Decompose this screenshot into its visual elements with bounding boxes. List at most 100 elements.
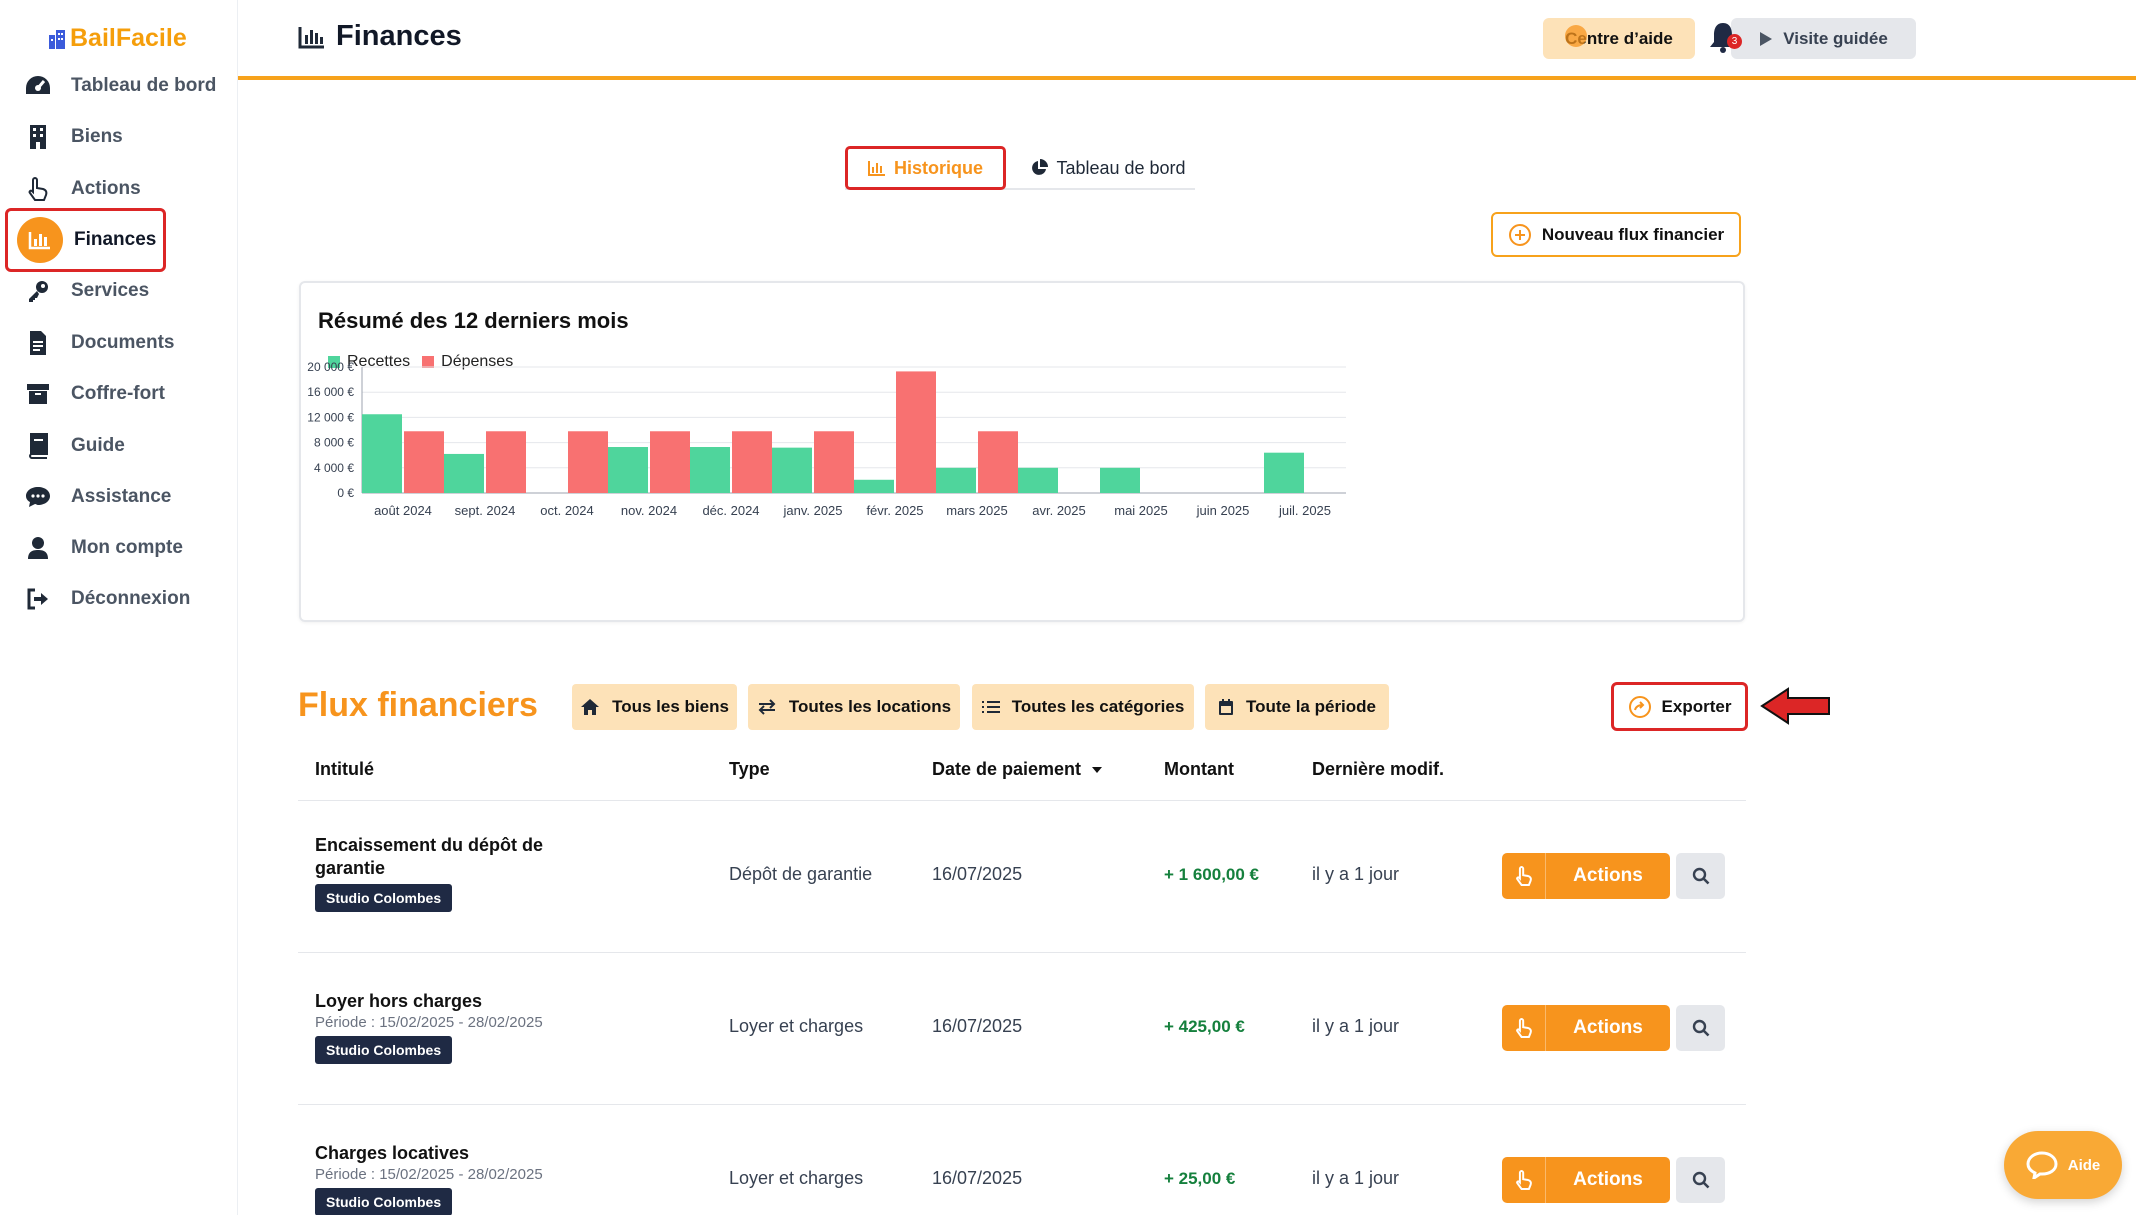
play-icon xyxy=(1760,31,1773,46)
help-chat-button[interactable]: Aide xyxy=(2004,1131,2122,1199)
filter-rentals-label: Toutes les locations xyxy=(788,697,952,716)
app-logo[interactable]: BailFacile xyxy=(48,24,187,53)
y-tick-label: 20 000 € xyxy=(307,360,354,374)
filter-rentals[interactable]: Toutes les locations xyxy=(748,684,960,730)
view-details-button[interactable] xyxy=(1676,1005,1725,1051)
tour-cursor-dot xyxy=(1565,25,1587,47)
x-tick-label: oct. 2024 xyxy=(540,503,594,518)
bar-recettes[interactable] xyxy=(1018,467,1058,493)
bar-depenses[interactable] xyxy=(568,431,608,493)
new-financial-flow-button[interactable]: Nouveau flux financier xyxy=(1491,212,1741,257)
actions-button-label: Actions xyxy=(1573,1017,1643,1038)
building-logo-icon xyxy=(49,29,65,49)
filter-categories[interactable]: Toutes les catégories xyxy=(972,684,1194,730)
actions-button[interactable]: Actions xyxy=(1502,1157,1670,1203)
row-title: Loyer hors charges xyxy=(315,991,483,1011)
x-tick-label: sept. 2024 xyxy=(455,503,516,518)
sidebar-item-label: Finances xyxy=(74,229,157,250)
bar-recettes[interactable] xyxy=(690,447,730,493)
summary-chart-card: Résumé des 12 derniers mois Recettes Dép… xyxy=(299,281,1745,622)
sidebar-item-documents[interactable]: Documents xyxy=(5,311,174,375)
x-tick-label: mars 2025 xyxy=(946,503,1007,518)
bar-recettes[interactable] xyxy=(772,447,812,493)
sidebar-item-label: Services xyxy=(71,280,150,301)
legend-swatch-recettes xyxy=(328,356,340,368)
sidebar-item-label: Mon compte xyxy=(71,537,183,558)
filter-properties[interactable]: Tous les biens xyxy=(572,684,737,730)
search-icon xyxy=(1692,867,1709,885)
view-details-button[interactable] xyxy=(1676,853,1725,899)
swap-arrows-icon xyxy=(758,699,776,715)
plus-circle-icon xyxy=(1508,223,1531,246)
sidebar-item-finances[interactable]: Finances xyxy=(5,208,166,272)
bar-depenses[interactable] xyxy=(896,371,936,493)
sidebar: BailFacile Tableau de bord Biens Actions Fi… xyxy=(0,0,238,1215)
bar-depenses[interactable] xyxy=(486,431,526,493)
row-title: Encaissement du dépôt de garantie xyxy=(315,835,544,878)
y-tick-label: 8 000 € xyxy=(314,436,354,450)
sidebar-item-actions[interactable]: Actions xyxy=(5,157,166,221)
actions-button[interactable]: Actions xyxy=(1502,1005,1670,1051)
x-tick-label: juil. 2025 xyxy=(1278,503,1331,518)
tab-tableau-de-bord[interactable]: Tableau de bord xyxy=(1021,146,1195,190)
view-tabs: Historique Tableau de bord xyxy=(845,146,1195,190)
chart-legend: Recettes Dépenses xyxy=(328,353,513,371)
sidebar-item-services[interactable]: Services xyxy=(5,259,166,323)
legend-swatch-depenses xyxy=(422,356,435,368)
bar-recettes[interactable] xyxy=(608,447,648,493)
help-chat-label: Aide xyxy=(2067,1156,2101,1174)
x-tick-label: juin 2025 xyxy=(1196,503,1250,518)
bar-recettes[interactable] xyxy=(936,467,976,493)
red-arrow-annotation xyxy=(1760,687,1830,725)
bar-depenses[interactable] xyxy=(404,431,444,493)
column-header-last-modified: Dernière modif. xyxy=(1312,759,1445,779)
sidebar-item-tableau-de-bord[interactable]: Tableau de bord xyxy=(5,54,216,118)
chart-title: Résumé des 12 derniers mois xyxy=(318,308,629,333)
new-financial-flow-label: Nouveau flux financier xyxy=(1541,224,1725,244)
bar-recettes[interactable] xyxy=(362,414,402,493)
calendar-icon xyxy=(1218,699,1233,715)
sidebar-item-label: Tableau de bord xyxy=(71,75,217,96)
bar-depenses[interactable] xyxy=(732,431,772,493)
filter-period[interactable]: Toute la période xyxy=(1205,684,1389,730)
building-icon xyxy=(23,122,53,152)
bar-recettes[interactable] xyxy=(1264,452,1304,493)
bar-recettes[interactable] xyxy=(444,453,484,493)
pointer-hand-icon xyxy=(23,174,53,204)
bar-depenses[interactable] xyxy=(978,431,1018,493)
legend-item-recettes[interactable]: Recettes xyxy=(328,353,410,371)
y-tick-label: 4 000 € xyxy=(314,461,354,475)
sidebar-item-guide[interactable]: Guide xyxy=(5,414,166,478)
actions-button[interactable]: Actions xyxy=(1502,853,1670,899)
x-tick-label: nov. 2024 xyxy=(621,503,677,518)
sidebar-item-biens[interactable]: Biens xyxy=(5,105,166,169)
bar-depenses[interactable] xyxy=(814,431,854,493)
tab-historique[interactable]: Historique xyxy=(845,146,1006,190)
y-tick-label: 12 000 € xyxy=(307,410,354,424)
sidebar-item-label: Assistance xyxy=(71,486,172,507)
tabs-underline xyxy=(845,188,1195,190)
row-title: Charges locatives xyxy=(315,1143,470,1163)
property-tag[interactable]: Studio Colombes xyxy=(315,1036,453,1064)
sidebar-item-deconnexion[interactable]: Déconnexion xyxy=(5,567,190,631)
bar-recettes[interactable] xyxy=(854,479,894,493)
column-header-payment-date[interactable]: Date de paiement xyxy=(932,759,1103,780)
sidebar-item-coffre-fort[interactable]: Coffre-fort xyxy=(5,362,166,426)
export-button[interactable]: Exporter xyxy=(1611,682,1748,731)
bar-depenses[interactable] xyxy=(650,431,690,493)
legend-label-depenses: Dépenses xyxy=(441,353,514,370)
sidebar-item-mon-compte[interactable]: Mon compte xyxy=(5,516,183,580)
sidebar-item-label: Déconnexion xyxy=(71,588,191,609)
list-icon xyxy=(981,701,1000,713)
row-period: Période : 15/02/2025 - 28/02/2025 xyxy=(315,1166,543,1183)
property-tag[interactable]: Studio Colombes xyxy=(315,884,453,912)
document-icon xyxy=(23,328,53,358)
property-tag[interactable]: Studio Colombes xyxy=(315,1188,453,1215)
legend-item-depenses[interactable]: Dépenses xyxy=(422,353,513,371)
x-tick-label: août 2024 xyxy=(374,503,432,518)
guided-tour-button[interactable]: Visite guidée xyxy=(1731,18,1916,59)
row-type: Loyer et charges xyxy=(729,1016,864,1036)
sidebar-item-assistance[interactable]: Assistance xyxy=(5,465,171,529)
bar-recettes[interactable] xyxy=(1100,467,1140,493)
view-details-button[interactable] xyxy=(1676,1157,1725,1203)
